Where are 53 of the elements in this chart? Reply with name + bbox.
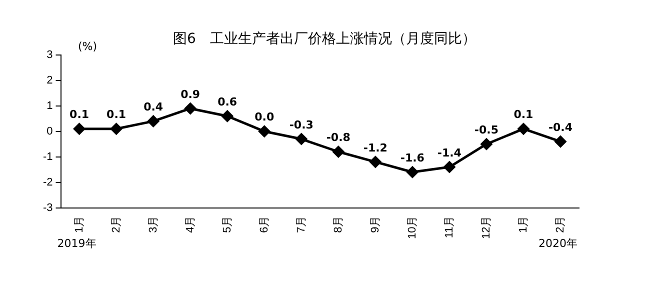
y-tick-label: 3 [46, 49, 53, 62]
x-tick-label: 2月 [554, 216, 567, 233]
x-tick-label: 2月 [110, 216, 122, 233]
y-tick-label: -2 [43, 176, 53, 188]
data-label: 0.1 [70, 108, 90, 122]
point [110, 123, 122, 135]
data-label: 0.1 [106, 108, 126, 122]
data-label: -0.5 [474, 123, 498, 136]
text: 2020年 [538, 236, 578, 251]
x-tick-label: 12月 [480, 216, 492, 240]
x-tick-label: 1月 [518, 216, 530, 233]
y-tick-label: 0 [46, 125, 53, 138]
point [406, 166, 418, 178]
x-tick-label: 8月 [332, 216, 344, 233]
data-label: 0.6 [218, 95, 238, 108]
x-tick-label: 3月 [147, 216, 160, 233]
x-tick-label: 4月 [184, 216, 196, 233]
text: 2019年 [57, 236, 96, 251]
data-label: 0.0 [254, 110, 274, 124]
point [296, 133, 308, 145]
x-tick-label: 6月 [258, 216, 270, 233]
point [222, 110, 234, 122]
data-label: -1.4 [437, 146, 462, 160]
data-label: -1.6 [400, 151, 425, 164]
x-tick-label: 9月 [369, 216, 382, 233]
point [480, 138, 492, 150]
point [554, 136, 566, 148]
data-label: 0.1 [514, 108, 534, 122]
point [370, 156, 382, 168]
x-tick-label: 7月 [295, 216, 308, 233]
y-tick-label: 2 [46, 74, 53, 86]
data-label: -0.8 [326, 131, 350, 144]
y-axis-title: (%) [78, 40, 98, 53]
point [184, 102, 196, 114]
data-label: 0.4 [144, 100, 164, 114]
data-label: -1.2 [363, 141, 388, 154]
x-tick-label: 10月 [406, 216, 418, 240]
y-tick-label: -3 [43, 202, 53, 214]
point [518, 123, 530, 135]
point [258, 126, 270, 138]
y-tick-label: 1 [46, 100, 53, 112]
point [332, 146, 344, 158]
data-label: -0.4 [548, 120, 573, 134]
x-tick-label: 11月 [443, 216, 456, 238]
point [444, 161, 456, 173]
x-tick-label: 5月 [221, 216, 234, 233]
y-tick-label: -1 [43, 150, 53, 163]
point [74, 123, 86, 135]
data-label: -0.3 [289, 118, 314, 132]
chart-title: 图6 工业生产者出厂价格上涨情况（月度同比） [173, 31, 476, 47]
data-label: 0.9 [180, 88, 200, 101]
point [148, 115, 160, 127]
x-tick-label: 1月 [73, 216, 86, 233]
